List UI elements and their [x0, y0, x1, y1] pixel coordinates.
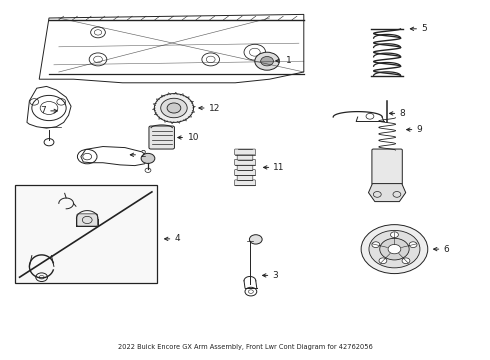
Bar: [15, 185, 157, 283]
Text: 2: 2: [141, 150, 146, 159]
Text: 3: 3: [272, 271, 278, 280]
FancyBboxPatch shape: [235, 149, 255, 155]
Polygon shape: [368, 184, 406, 202]
FancyBboxPatch shape: [376, 155, 398, 164]
Circle shape: [380, 238, 409, 260]
Circle shape: [379, 258, 387, 264]
Circle shape: [261, 57, 273, 66]
Circle shape: [372, 242, 380, 248]
Text: 1: 1: [286, 57, 292, 66]
FancyBboxPatch shape: [149, 126, 174, 149]
Text: 2022 Buick Encore GX Arm Assembly, Front Lwr Cont Diagram for 42762056: 2022 Buick Encore GX Arm Assembly, Front…: [118, 345, 372, 350]
Text: 9: 9: [416, 125, 422, 134]
Circle shape: [388, 244, 401, 254]
Circle shape: [167, 103, 181, 113]
Circle shape: [154, 94, 194, 122]
Text: 10: 10: [188, 133, 199, 142]
Circle shape: [391, 232, 398, 238]
Circle shape: [255, 52, 279, 70]
FancyBboxPatch shape: [77, 214, 98, 226]
Circle shape: [402, 258, 410, 264]
Circle shape: [249, 235, 262, 244]
FancyBboxPatch shape: [237, 154, 253, 160]
Text: 7: 7: [40, 107, 46, 115]
FancyBboxPatch shape: [235, 159, 255, 165]
Circle shape: [141, 153, 155, 163]
Circle shape: [161, 98, 187, 118]
Text: 6: 6: [443, 245, 449, 253]
FancyBboxPatch shape: [235, 170, 255, 175]
Text: 4: 4: [174, 234, 180, 243]
Text: 12: 12: [209, 104, 220, 112]
FancyBboxPatch shape: [237, 165, 253, 170]
Circle shape: [361, 225, 428, 274]
Text: 8: 8: [399, 109, 405, 118]
FancyBboxPatch shape: [235, 180, 255, 186]
Text: 5: 5: [421, 24, 427, 33]
FancyBboxPatch shape: [237, 175, 253, 181]
Text: 11: 11: [273, 163, 285, 172]
FancyBboxPatch shape: [372, 149, 402, 185]
Circle shape: [409, 242, 417, 248]
Circle shape: [369, 230, 420, 268]
